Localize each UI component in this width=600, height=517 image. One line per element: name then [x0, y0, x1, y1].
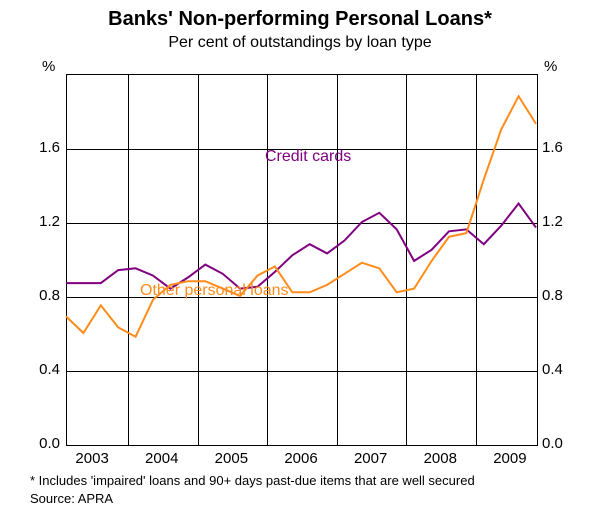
xtick: 2003: [75, 450, 108, 467]
xtick: 2008: [424, 450, 457, 467]
ytick-left: 1.6: [39, 139, 60, 156]
series-label: Other personal loans: [140, 282, 289, 300]
ytick-right: 0.0: [542, 435, 563, 452]
series-line: [66, 204, 536, 289]
ytick-right: 0.8: [542, 287, 563, 304]
ytick-right: 1.2: [542, 213, 563, 230]
ytick-left: 0.4: [39, 361, 60, 378]
chart-container: Banks' Non-performing Personal Loans* Pe…: [0, 0, 600, 517]
chart-source: Source: APRA: [30, 491, 590, 506]
ytick-left: 1.2: [39, 213, 60, 230]
ytick-right: 1.6: [542, 139, 563, 156]
xtick: 2004: [145, 450, 178, 467]
series-line: [66, 96, 536, 337]
xtick: 2007: [354, 450, 387, 467]
xtick: 2009: [493, 450, 526, 467]
ytick-right: 0.4: [542, 361, 563, 378]
ytick-left: 0.0: [39, 435, 60, 452]
chart-footnote: * Includes 'impaired' loans and 90+ days…: [30, 473, 590, 488]
series-label: Credit cards: [265, 148, 351, 166]
xtick: 2006: [284, 450, 317, 467]
ytick-left: 0.8: [39, 287, 60, 304]
xtick: 2005: [215, 450, 248, 467]
line-series-svg: [0, 0, 600, 517]
